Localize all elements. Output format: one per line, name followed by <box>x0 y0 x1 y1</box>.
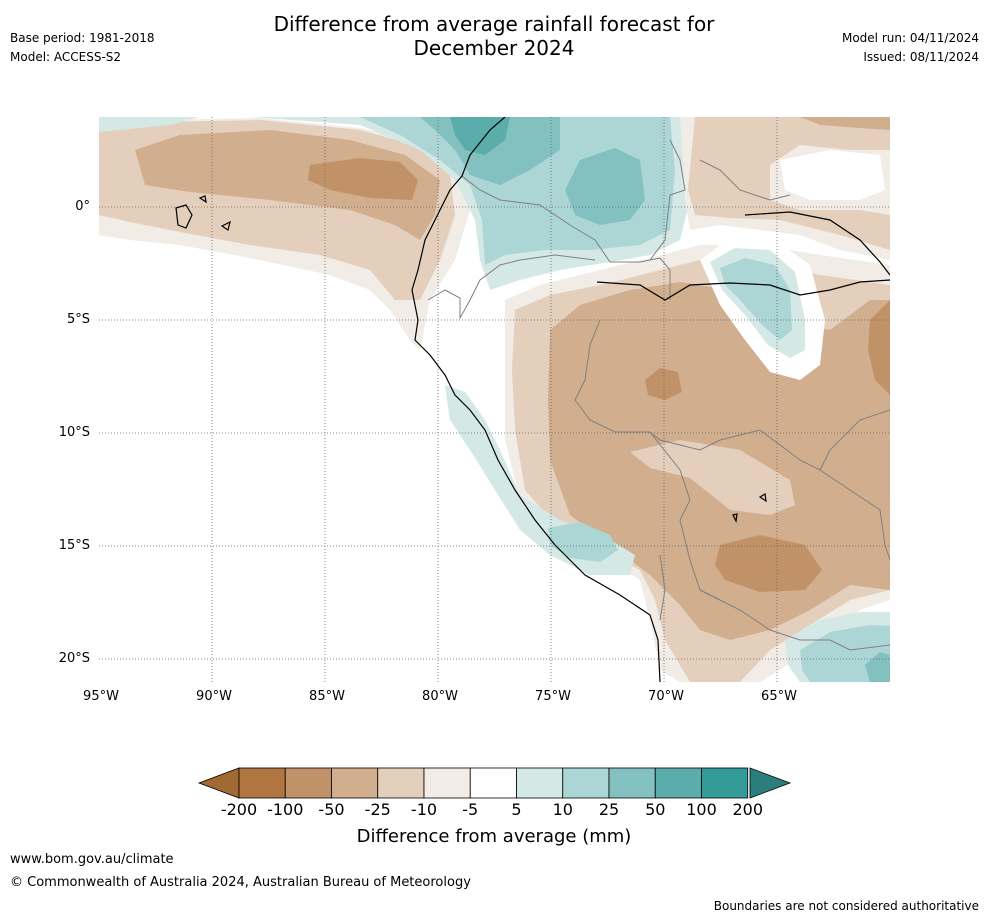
colorbar-swatch <box>701 767 749 799</box>
lat-label-5s: 5°S <box>66 312 90 327</box>
coast-wet-10 <box>548 522 618 562</box>
colorbar-swatch <box>469 767 517 799</box>
colorbar <box>197 767 792 799</box>
issued-text: Issued: 08/11/2024 <box>863 50 979 64</box>
model-text: Model: ACCESS-S2 <box>10 50 122 64</box>
colorbar-tick-label: 25 <box>598 800 620 819</box>
lon-label-90w: 90°W <box>196 689 232 704</box>
colorbar-swatch <box>423 767 471 799</box>
colorbar-tick-label: -200 <box>220 800 258 819</box>
model-run-text: Model run: 04/11/2024 <box>841 31 979 45</box>
colorbar-tick-label: -100 <box>267 800 304 819</box>
colorbar-low-arrow <box>197 767 240 799</box>
colorbar-tick-label: 100 <box>686 800 717 819</box>
pacific-dry-50 <box>308 158 418 200</box>
ne-white-hole <box>780 150 885 200</box>
gridlines <box>99 117 890 682</box>
map-fields <box>99 117 890 682</box>
colorbar-swatch <box>284 767 332 799</box>
colorbar-swatch <box>608 767 656 799</box>
coastlines <box>175 117 890 682</box>
lat-label-15s: 15°S <box>58 538 90 553</box>
pacific-dry-25 <box>135 130 440 240</box>
colorbar-swatch <box>562 767 610 799</box>
colombia-wet-50 <box>450 117 510 155</box>
colorbar-swatch <box>654 767 702 799</box>
colorbar-swatch <box>331 767 379 799</box>
colombia-wet-25b <box>565 148 645 225</box>
lat-label-0: 0° <box>75 199 90 214</box>
colorbar-tick-label: 5 <box>511 800 522 819</box>
lon-label-70w: 70°W <box>648 689 684 704</box>
colorbar-tick-label: -5 <box>462 800 479 819</box>
colorbar-title: Difference from average (mm) <box>356 826 632 847</box>
lon-label-65w: 65°W <box>761 689 797 704</box>
ne-dry-10 <box>688 117 890 250</box>
colorbar-tick-label: -10 <box>410 800 438 819</box>
east-wet-10 <box>720 258 792 340</box>
ne-dry-25 <box>800 117 890 130</box>
title-line-2: December 2024 <box>413 36 575 60</box>
map-title: Difference from average rainfall forecas… <box>194 12 794 60</box>
colorbar-tick-label: 200 <box>732 800 764 819</box>
title-line-1: Difference from average rainfall forecas… <box>273 12 715 36</box>
amazon-dry-50a <box>645 368 682 400</box>
colorbar-high-arrow <box>749 767 792 799</box>
colorbar-tick-label: -25 <box>364 800 391 819</box>
colombia-wet-10 <box>360 117 675 265</box>
colorbar-tick-label: -50 <box>318 800 345 819</box>
pacific-wet-top <box>99 117 200 132</box>
colorbar-swatch <box>377 767 425 799</box>
base-period-text: Base period: 1981-2018 <box>10 31 155 45</box>
colorbar-swatch <box>516 767 564 799</box>
lon-label-95w: 95°W <box>83 689 119 704</box>
amazon-dry-50c <box>868 300 890 395</box>
amazon-dry-50b <box>715 535 822 592</box>
colorbar-swatch <box>238 767 286 799</box>
se-wet-25 <box>865 652 890 682</box>
lat-label-20s: 20°S <box>58 651 90 666</box>
colorbar-tick-label: 50 <box>645 800 666 819</box>
footer-disclaimer: Boundaries are not considered authoritat… <box>713 899 979 913</box>
country-borders <box>427 139 890 651</box>
lon-label-80w: 80°W <box>422 689 458 704</box>
lat-label-10s: 10°S <box>58 425 90 440</box>
lon-label-85w: 85°W <box>309 689 345 704</box>
lon-label-75w: 75°W <box>535 689 571 704</box>
colorbar-boxes <box>238 767 749 799</box>
colorbar-tick-label: 10 <box>552 800 573 819</box>
footer-url: www.bom.gov.au/climate <box>10 852 174 867</box>
footer-copyright: © Commonwealth of Australia 2024, Austra… <box>10 875 471 890</box>
